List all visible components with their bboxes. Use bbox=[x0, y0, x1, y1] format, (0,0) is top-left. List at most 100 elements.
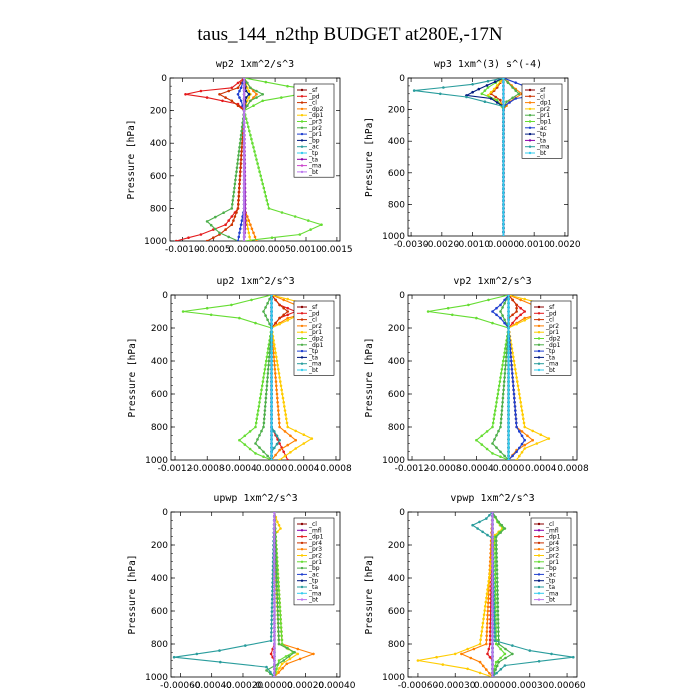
series-point bbox=[253, 150, 256, 153]
series-point bbox=[502, 96, 505, 100]
series-point bbox=[237, 194, 241, 198]
series-point bbox=[270, 388, 273, 392]
series-point bbox=[224, 96, 227, 99]
series-point bbox=[250, 227, 254, 231]
series-point bbox=[496, 622, 500, 625]
series-point bbox=[491, 613, 494, 617]
series-point bbox=[270, 384, 273, 388]
series-point bbox=[526, 434, 529, 438]
series-point bbox=[237, 203, 240, 206]
series-point bbox=[491, 576, 494, 580]
series-point bbox=[270, 297, 273, 301]
series-point bbox=[209, 313, 213, 317]
legend-label: _dp2 bbox=[308, 336, 324, 343]
series-point bbox=[522, 417, 525, 421]
series-point bbox=[238, 316, 241, 320]
series-point bbox=[236, 162, 239, 165]
series-point bbox=[510, 363, 513, 367]
series-point bbox=[491, 539, 494, 543]
series-point bbox=[248, 235, 251, 239]
series-point bbox=[270, 417, 273, 421]
series-point bbox=[497, 638, 500, 642]
series-point bbox=[518, 446, 521, 450]
series-group bbox=[172, 512, 316, 677]
legend-marker bbox=[537, 598, 541, 601]
series-point bbox=[275, 572, 278, 576]
series-point bbox=[500, 413, 503, 416]
series-point bbox=[488, 655, 492, 659]
series-point bbox=[494, 535, 498, 539]
series-point bbox=[199, 89, 203, 93]
x-tick-label: -0.00060 bbox=[160, 681, 201, 691]
series-point bbox=[258, 401, 261, 404]
legend-marker bbox=[537, 548, 541, 551]
series-point bbox=[273, 560, 276, 563]
legend-label: _dp2 bbox=[308, 106, 324, 113]
series-point bbox=[499, 316, 502, 320]
series-point bbox=[507, 396, 510, 400]
x-tick-label: -0.0010 bbox=[455, 240, 490, 250]
legend-marker bbox=[300, 573, 304, 576]
series-line-pr1 bbox=[507, 295, 559, 460]
series-point bbox=[273, 556, 276, 559]
y-tick-label: 600 bbox=[388, 607, 405, 617]
series-point bbox=[246, 223, 249, 226]
series-point bbox=[266, 318, 269, 322]
series-point bbox=[244, 644, 247, 647]
legend-label: _ta bbox=[308, 156, 318, 163]
series-point bbox=[507, 425, 510, 429]
legend-label: _ta bbox=[308, 354, 318, 361]
series-point bbox=[240, 129, 243, 133]
series-point bbox=[238, 141, 242, 145]
series-point bbox=[488, 634, 492, 638]
series-point bbox=[475, 438, 478, 442]
series-point bbox=[275, 442, 279, 446]
series-point bbox=[273, 609, 276, 613]
series-point bbox=[172, 655, 176, 659]
series-point bbox=[195, 652, 199, 656]
series-point bbox=[278, 442, 281, 445]
series-point bbox=[273, 568, 276, 572]
series-point bbox=[264, 363, 267, 367]
series-point bbox=[230, 223, 234, 226]
series-point bbox=[499, 310, 502, 313]
series-point bbox=[507, 335, 510, 338]
series-point bbox=[270, 450, 273, 454]
legend-label: _bp bbox=[308, 565, 320, 572]
legend-label: _ac bbox=[536, 125, 547, 132]
series-point bbox=[270, 302, 273, 305]
y-axis-label: Pressure [hPa] bbox=[126, 119, 137, 199]
series-point bbox=[276, 520, 279, 524]
legend-label: _pr2 bbox=[536, 106, 550, 113]
series-point bbox=[239, 86, 243, 90]
legend-label: _bt bbox=[536, 150, 547, 157]
legend-marker bbox=[300, 145, 304, 148]
series-point bbox=[256, 413, 259, 416]
series-point bbox=[503, 318, 506, 322]
series-point bbox=[510, 359, 513, 363]
series-point bbox=[499, 421, 503, 425]
series-point bbox=[286, 84, 289, 88]
series-point bbox=[502, 388, 505, 392]
series-point bbox=[469, 656, 473, 660]
series-point bbox=[249, 223, 252, 226]
legend-marker bbox=[300, 88, 304, 92]
legend-label: _pr2 bbox=[308, 553, 322, 560]
series-point bbox=[496, 601, 500, 605]
series-point bbox=[502, 80, 505, 84]
series-point bbox=[275, 667, 278, 671]
series-point bbox=[276, 613, 280, 617]
series-point bbox=[502, 187, 505, 190]
series-point bbox=[263, 190, 267, 194]
series-point bbox=[286, 313, 290, 317]
series-point bbox=[487, 647, 491, 651]
legend-marker bbox=[537, 312, 541, 315]
series-point bbox=[512, 384, 515, 388]
series-point bbox=[298, 233, 302, 236]
series-point bbox=[218, 649, 221, 652]
series-point bbox=[262, 421, 266, 425]
series-point bbox=[273, 585, 276, 588]
legend-label: _sf bbox=[308, 87, 318, 94]
series-point bbox=[256, 162, 259, 165]
series-point bbox=[279, 380, 282, 383]
